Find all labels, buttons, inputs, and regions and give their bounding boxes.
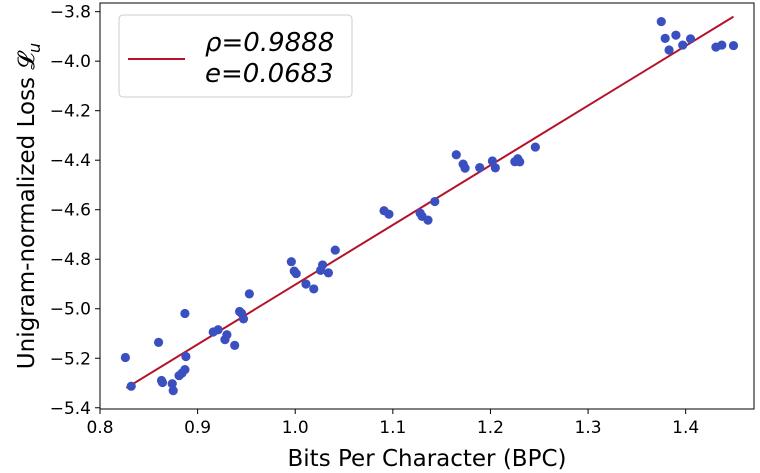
data-point [309, 284, 319, 294]
y-tick-label: −5.4 [50, 399, 91, 419]
data-point [656, 16, 666, 27]
data-point [717, 40, 727, 50]
data-point [678, 40, 688, 50]
legend-e-label: e=0.0683 [205, 59, 334, 89]
data-point [384, 209, 394, 219]
x-tick-label: 1.3 [575, 418, 602, 438]
x-tick-label: 1.0 [282, 418, 309, 438]
data-points [120, 16, 739, 396]
data-point [238, 314, 249, 324]
y-tick-label: −4.2 [50, 102, 91, 122]
data-point [286, 257, 296, 267]
x-tick-label: 0.8 [86, 418, 113, 438]
data-point [157, 377, 168, 388]
data-point [244, 289, 254, 299]
y-axis-ticks: −5.4 −5.2 −5.0 −4.8 −4.6 −4.4 −4.2 −4.0 −3.8 [50, 3, 100, 419]
data-point [126, 381, 136, 391]
data-point [728, 40, 739, 51]
data-point [330, 245, 340, 255]
y-tick-label: −5.2 [50, 349, 91, 369]
data-point [515, 157, 525, 167]
data-point [213, 325, 223, 335]
data-point [230, 340, 240, 350]
data-point [153, 337, 164, 348]
data-point [451, 150, 461, 160]
y-tick-label: −4.8 [50, 250, 91, 270]
data-point [301, 279, 311, 289]
data-point [120, 352, 130, 363]
data-point [664, 45, 674, 55]
plot-area [99, 2, 755, 410]
data-point [168, 386, 178, 396]
data-point [430, 196, 440, 207]
data-point [323, 268, 334, 278]
x-axis-ticks: 0.8 0.9 1.0 1.1 1.2 1.3 1.4 [86, 409, 699, 438]
legend: ρ=0.9888 e=0.0683 [118, 14, 353, 98]
x-tick-label: 1.2 [477, 418, 504, 438]
data-point [475, 163, 485, 173]
data-point [487, 156, 497, 166]
data-point [181, 351, 191, 362]
x-axis-label: Bits Per Character (BPC) [288, 446, 567, 472]
data-point [490, 163, 500, 173]
x-tick-label: 1.4 [672, 418, 699, 438]
y-tick-label: −5.0 [50, 300, 91, 320]
data-point [222, 330, 232, 340]
data-point [180, 308, 190, 319]
y-axis-label: Unigram-normalized Loss 𝓛u [14, 43, 44, 369]
x-tick-label: 1.1 [379, 418, 406, 438]
y-tick-label: −4.0 [50, 52, 91, 72]
x-tick-label: 0.9 [184, 418, 211, 438]
data-point [291, 268, 301, 279]
data-point [460, 163, 470, 173]
data-point [317, 260, 328, 270]
legend-rho-label: ρ=0.9888 [205, 28, 334, 58]
data-point [685, 34, 696, 44]
y-tick-label: −3.8 [50, 3, 91, 23]
y-tick-label: −4.6 [50, 201, 91, 221]
data-point [423, 215, 433, 225]
data-point [167, 379, 177, 389]
y-axis-label-main: Unigram-normalized Loss 𝓛 [14, 50, 40, 370]
regression-line [125, 15, 735, 389]
y-tick-label: −4.4 [50, 151, 91, 171]
data-point [671, 30, 681, 40]
data-point [530, 142, 540, 152]
data-point [660, 33, 670, 44]
data-point [180, 365, 190, 375]
y-axis-label-subscript: u [25, 43, 44, 53]
